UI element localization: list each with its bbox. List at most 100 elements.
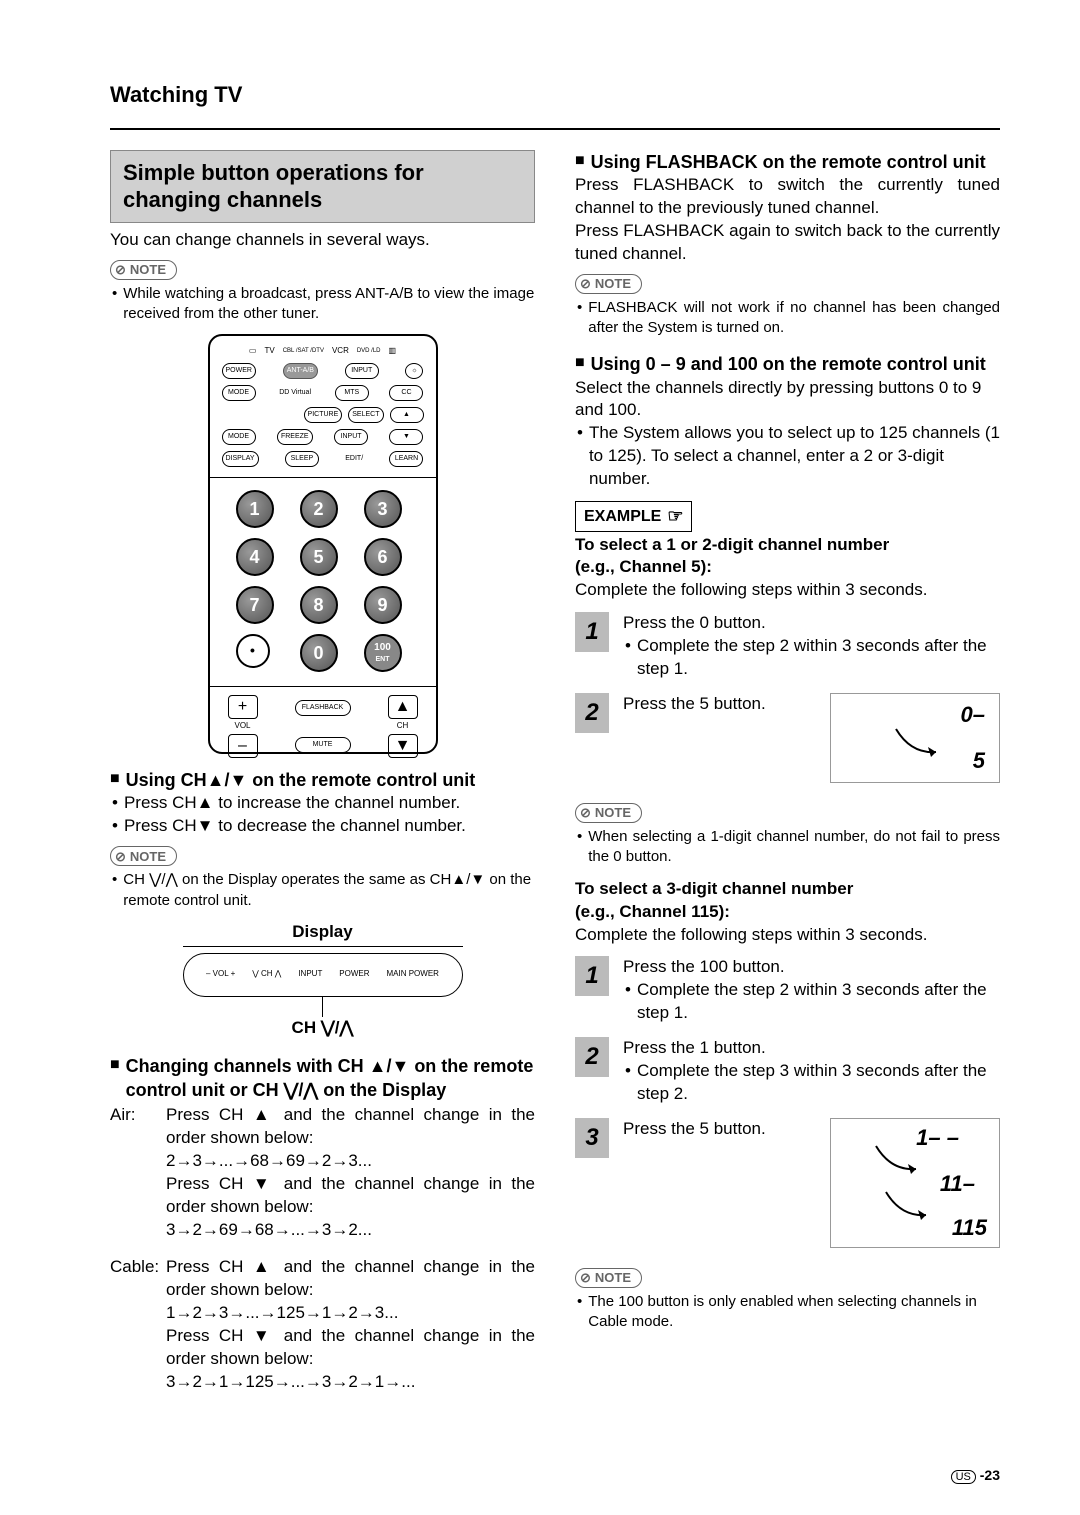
ex1-step2: 2 Press the 5 button. 0– 5	[575, 693, 1000, 783]
ex2-head1: To select a 3-digit channel number	[575, 878, 1000, 901]
num-8: 8	[300, 586, 338, 624]
last-note: The 100 button is only enabled when sele…	[575, 1292, 1000, 1333]
lbl-vcr: VCR	[332, 346, 349, 357]
flash-note: FLASHBACK will not work if no channel ha…	[575, 298, 1000, 339]
flash-p1: Press FLASHBACK to switch the currently …	[575, 174, 1000, 220]
cc-btn: CC	[389, 385, 423, 401]
air-seq2: 3→2→69→68→...→3→2...	[166, 1219, 535, 1242]
note2: CH ⋁/⋀ on the Display operates the same …	[110, 870, 535, 911]
picture-btn: PICTURE	[304, 407, 343, 423]
ex2-step3: 3 Press the 5 button. 1– – 11– 115	[575, 1118, 1000, 1248]
cable-seq2: 3→2→1→125→...→3→2→1→...	[166, 1371, 535, 1394]
diag-115: 1– – 11– 115	[830, 1118, 1000, 1248]
ex1-head1: To select a 1 or 2-digit channel number	[575, 534, 1000, 557]
mute-btn: MUTE	[295, 737, 351, 753]
note-pill: NOTE	[575, 274, 642, 294]
ex2-s3-main: Press the 5 button.	[623, 1118, 816, 1141]
air-text1: Press CH ▲ and the channel change in the…	[166, 1104, 535, 1150]
lbl-dvd: DVD /LD	[357, 347, 381, 355]
num-5: 5	[300, 538, 338, 576]
example-pill: EXAMPLE	[575, 501, 692, 531]
freeze-btn: FREEZE	[277, 429, 313, 445]
ch-arrow-label: CH ⋁/⋀	[183, 1017, 463, 1040]
select-btn: SELECT	[348, 407, 383, 423]
ch-down: ▼	[388, 734, 418, 758]
num-p1: Select the channels directly by pressing…	[575, 377, 1000, 423]
air-seq1: 2→3→...→68→69→2→3...	[166, 1150, 535, 1173]
ex2-s1-sub: Complete the step 2 within 3 seconds aft…	[623, 979, 1000, 1025]
num-dot: •	[236, 634, 270, 668]
note-bullet: While watching a broadcast, press ANT-A/…	[110, 284, 535, 325]
num-1: 1	[236, 490, 274, 528]
note-pill: NOTE	[575, 803, 642, 823]
vol-label: VOL	[228, 721, 258, 732]
cable-text1: Press CH ▲ and the channel change in the…	[166, 1256, 535, 1302]
step-number: 2	[575, 1037, 609, 1077]
section-head: Simple button operations for changing ch…	[110, 150, 535, 223]
input-btn: INPUT	[345, 363, 379, 379]
diag-05: 0– 5	[830, 693, 1000, 783]
lbl-tv: TV	[264, 346, 274, 357]
power-btn: POWER	[222, 363, 256, 379]
region-badge: US	[951, 1470, 976, 1484]
input2-btn: INPUT	[334, 429, 368, 445]
vol-up: +	[228, 695, 258, 719]
light-btn: ☼	[405, 363, 423, 379]
ex1-head2: (e.g., Channel 5):	[575, 556, 1000, 579]
sub1-b2: Press CH▼ to decrease the channel number…	[110, 815, 535, 838]
lbl-cbl: CBL /SAT /DTV	[283, 347, 324, 355]
num-b1: The System allows you to select up to 12…	[575, 422, 1000, 491]
cable-seq1: 1→2→3→...→125→1→2→3...	[166, 1302, 535, 1325]
page-title: Watching TV	[110, 80, 1000, 110]
num-6: 6	[364, 538, 402, 576]
page-footer: US -23	[951, 1466, 1000, 1485]
num-0: 0	[300, 634, 338, 672]
display-btn: DISPLAY	[222, 451, 259, 467]
note-pill: NOTE	[110, 260, 177, 280]
intro-text: You can change channels in several ways.	[110, 229, 535, 252]
cable-text2: Press CH ▼ and the channel change in the…	[166, 1325, 535, 1371]
ex2-s2-main: Press the 1 button.	[623, 1037, 1000, 1060]
disp-power: POWER	[339, 969, 369, 980]
ex1-intro: Complete the following steps within 3 se…	[575, 579, 1000, 602]
slider-icon: ▭	[249, 346, 257, 357]
cable-label: Cable:	[110, 1256, 166, 1394]
sleep-btn: SLEEP	[285, 451, 319, 467]
flashback-btn: FLASHBACK	[295, 700, 351, 716]
num-title: ■Using 0 – 9 and 100 on the remote contr…	[575, 352, 1000, 376]
down-btn: ▼	[389, 429, 423, 445]
display-diagram: – VOL + ⋁ CH ⋀ INPUT POWER MAIN POWER CH…	[183, 953, 463, 1040]
ex2-head2: (e.g., Channel 115):	[575, 901, 1000, 924]
flash-title: ■Using FLASHBACK on the remote control u…	[575, 150, 1000, 174]
sub-ch-updown: ■Using CH▲/▼ on the remote control unit	[110, 768, 535, 792]
disp-ch: ⋁ CH ⋀	[252, 969, 281, 980]
ch-label: CH	[388, 721, 418, 732]
ch-up: ▲	[388, 695, 418, 719]
note-pill: NOTE	[110, 846, 177, 866]
flash-p2: Press FLASHBACK again to switch back to …	[575, 220, 1000, 266]
ex2-intro: Complete the following steps within 3 se…	[575, 924, 1000, 947]
mode2-btn: MODE	[222, 429, 256, 445]
display-label: Display	[110, 921, 535, 944]
remote-diagram: ▭ TV CBL /SAT /DTV VCR DVD /LD ▥ POWER A…	[208, 334, 438, 754]
air-label: Air:	[110, 1104, 166, 1242]
step-number: 1	[575, 612, 609, 652]
num-4: 4	[236, 538, 274, 576]
right-column: ■Using FLASHBACK on the remote control u…	[575, 150, 1000, 1394]
num-3: 3	[364, 490, 402, 528]
up-btn: ▲	[390, 407, 424, 423]
ex1-note: When selecting a 1-digit channel number,…	[575, 827, 1000, 868]
ex2-s2-sub: Complete the step 3 within 3 seconds aft…	[623, 1060, 1000, 1106]
disp-main: MAIN POWER	[387, 969, 439, 980]
step-number: 2	[575, 693, 609, 733]
left-column: Simple button operations for changing ch…	[110, 150, 535, 1394]
note-pill: NOTE	[575, 1268, 642, 1288]
num-100: 100ENT	[364, 634, 402, 672]
num-7: 7	[236, 586, 274, 624]
ant-btn: ANT-A/B	[283, 363, 318, 379]
ir-icon: ▥	[389, 346, 397, 357]
air-text2: Press CH ▼ and the channel change in the…	[166, 1173, 535, 1219]
av-lbl: DD Virtual	[276, 385, 314, 401]
learn-btn: LEARN	[389, 451, 423, 467]
edit-lbl: EDIT/	[345, 454, 363, 463]
